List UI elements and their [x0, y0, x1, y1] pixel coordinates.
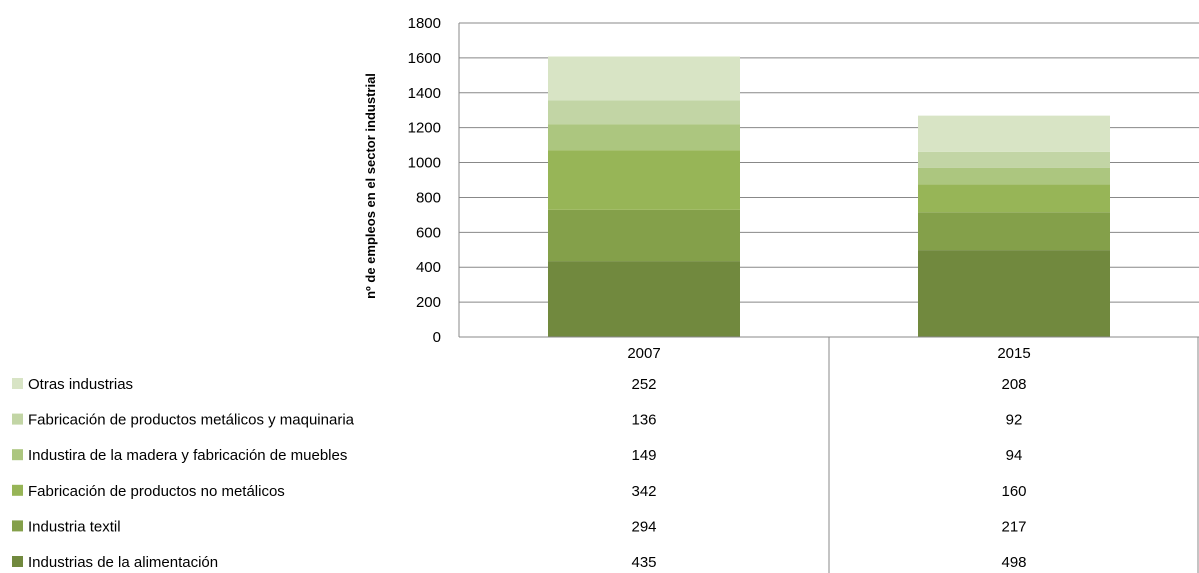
legend-label: Fabricación de productos metálicos y maq…	[28, 412, 355, 429]
y-tick-label: 1400	[408, 85, 441, 102]
category-label: 2007	[627, 345, 660, 362]
data-label: 160	[1001, 483, 1026, 500]
legend-label: Industria textil	[28, 518, 121, 535]
bar-segment-2015-2	[918, 184, 1110, 212]
bar-segment-2007-2	[548, 150, 740, 210]
y-tick-label: 400	[416, 259, 441, 276]
legend-swatch	[12, 449, 23, 460]
bar-segment-2007-4	[548, 100, 740, 124]
data-label: 149	[631, 447, 656, 464]
y-tick-label: 200	[416, 294, 441, 311]
bar-segment-2007-0	[548, 261, 740, 337]
bar-segment-2007-1	[548, 210, 740, 261]
legend-swatch	[12, 414, 23, 425]
data-label: 252	[631, 376, 656, 393]
data-label: 294	[631, 518, 656, 535]
data-label: 92	[1006, 412, 1023, 429]
data-label: 94	[1006, 447, 1023, 464]
y-tick-label: 600	[416, 224, 441, 241]
bar-segment-2015-1	[918, 212, 1110, 250]
y-tick-label: 1000	[408, 155, 441, 172]
data-label: 342	[631, 483, 656, 500]
data-label: 498	[1001, 554, 1026, 571]
data-label: 136	[631, 412, 656, 429]
y-tick-label: 1200	[408, 120, 441, 137]
y-axis-title: nº de empleos en el sector industrial	[363, 73, 378, 299]
legend-label: Industrias de la alimentación	[28, 554, 218, 571]
y-tick-label: 1800	[408, 15, 441, 32]
bar-segment-2015-0	[918, 250, 1110, 337]
legend-label: Otras industrias	[28, 376, 133, 393]
bar-segment-2015-3	[918, 168, 1110, 184]
bar-segment-2015-4	[918, 152, 1110, 168]
y-tick-label: 1600	[408, 50, 441, 67]
bar-segment-2015-5	[918, 116, 1110, 152]
legend-swatch	[12, 556, 23, 567]
legend-swatch	[12, 520, 23, 531]
y-tick-labels: 0 200 400 600 800 1000 1200 1400 1600 1800	[408, 15, 441, 346]
y-tick-label: 0	[433, 329, 441, 346]
legend-label: Fabricación de productos no metálicos	[28, 483, 285, 500]
data-label: 217	[1001, 518, 1026, 535]
bars	[548, 56, 1110, 337]
data-label: 208	[1001, 376, 1026, 393]
legend-swatch	[12, 485, 23, 496]
category-label: 2015	[997, 345, 1030, 362]
data-table: 2007 2015 Otras industrias 252 208 Fabricació…	[12, 337, 1198, 573]
legend-label: Industira de la madera y fabricación de …	[28, 447, 347, 464]
y-tick-label: 800	[416, 189, 441, 206]
bar-segment-2007-5	[548, 56, 740, 100]
legend-swatch	[12, 378, 23, 389]
data-label: 435	[631, 554, 656, 571]
bar-segment-2007-3	[548, 124, 740, 150]
